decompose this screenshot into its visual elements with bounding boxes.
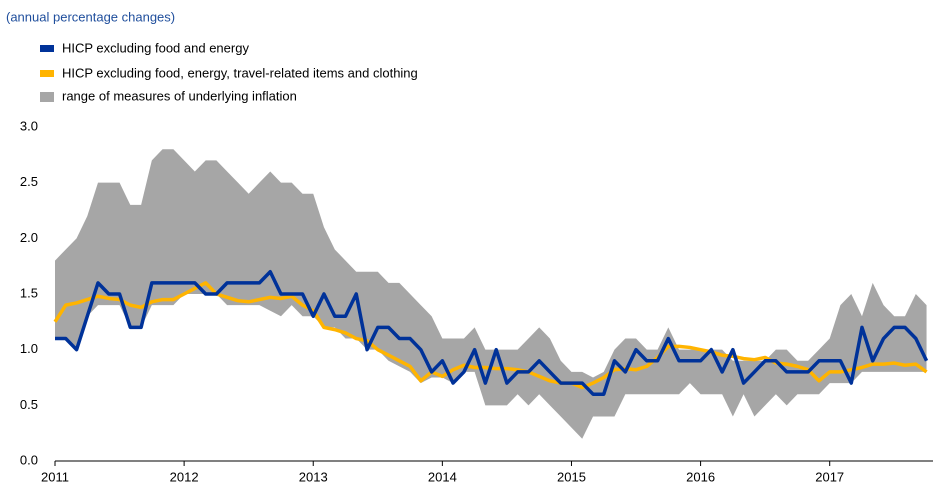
legend-label: HICP excluding food, energy, travel-rela… bbox=[62, 65, 418, 80]
y-tick-label: 2.0 bbox=[20, 230, 38, 245]
legend-swatch bbox=[40, 45, 54, 52]
legend-label: HICP excluding food and energy bbox=[62, 40, 249, 55]
x-tick-label: 2015 bbox=[557, 469, 586, 484]
legend-label: range of measures of underlying inflatio… bbox=[62, 88, 297, 103]
range-band bbox=[55, 149, 927, 439]
y-tick-label: 2.5 bbox=[20, 174, 38, 189]
x-tick-label: 2014 bbox=[428, 469, 457, 484]
chart-subtitle: (annual percentage changes) bbox=[6, 9, 175, 24]
legend-swatch bbox=[40, 70, 54, 77]
y-tick-label: 3.0 bbox=[20, 118, 38, 133]
y-tick-label: 1.0 bbox=[20, 341, 38, 356]
line bbox=[55, 269, 929, 396]
legend-swatch bbox=[40, 92, 54, 102]
x-tick-label: 2012 bbox=[170, 469, 199, 484]
x-tick-label: 2017 bbox=[815, 469, 844, 484]
x-tick-label: 2011 bbox=[41, 469, 69, 484]
y-tick-label: 0.5 bbox=[20, 397, 38, 412]
y-tick-label: 0.0 bbox=[20, 452, 38, 467]
y-tick-label: 1.5 bbox=[20, 285, 38, 300]
x-tick-label: 2013 bbox=[299, 469, 328, 484]
x-tick-label: 2016 bbox=[686, 469, 715, 484]
